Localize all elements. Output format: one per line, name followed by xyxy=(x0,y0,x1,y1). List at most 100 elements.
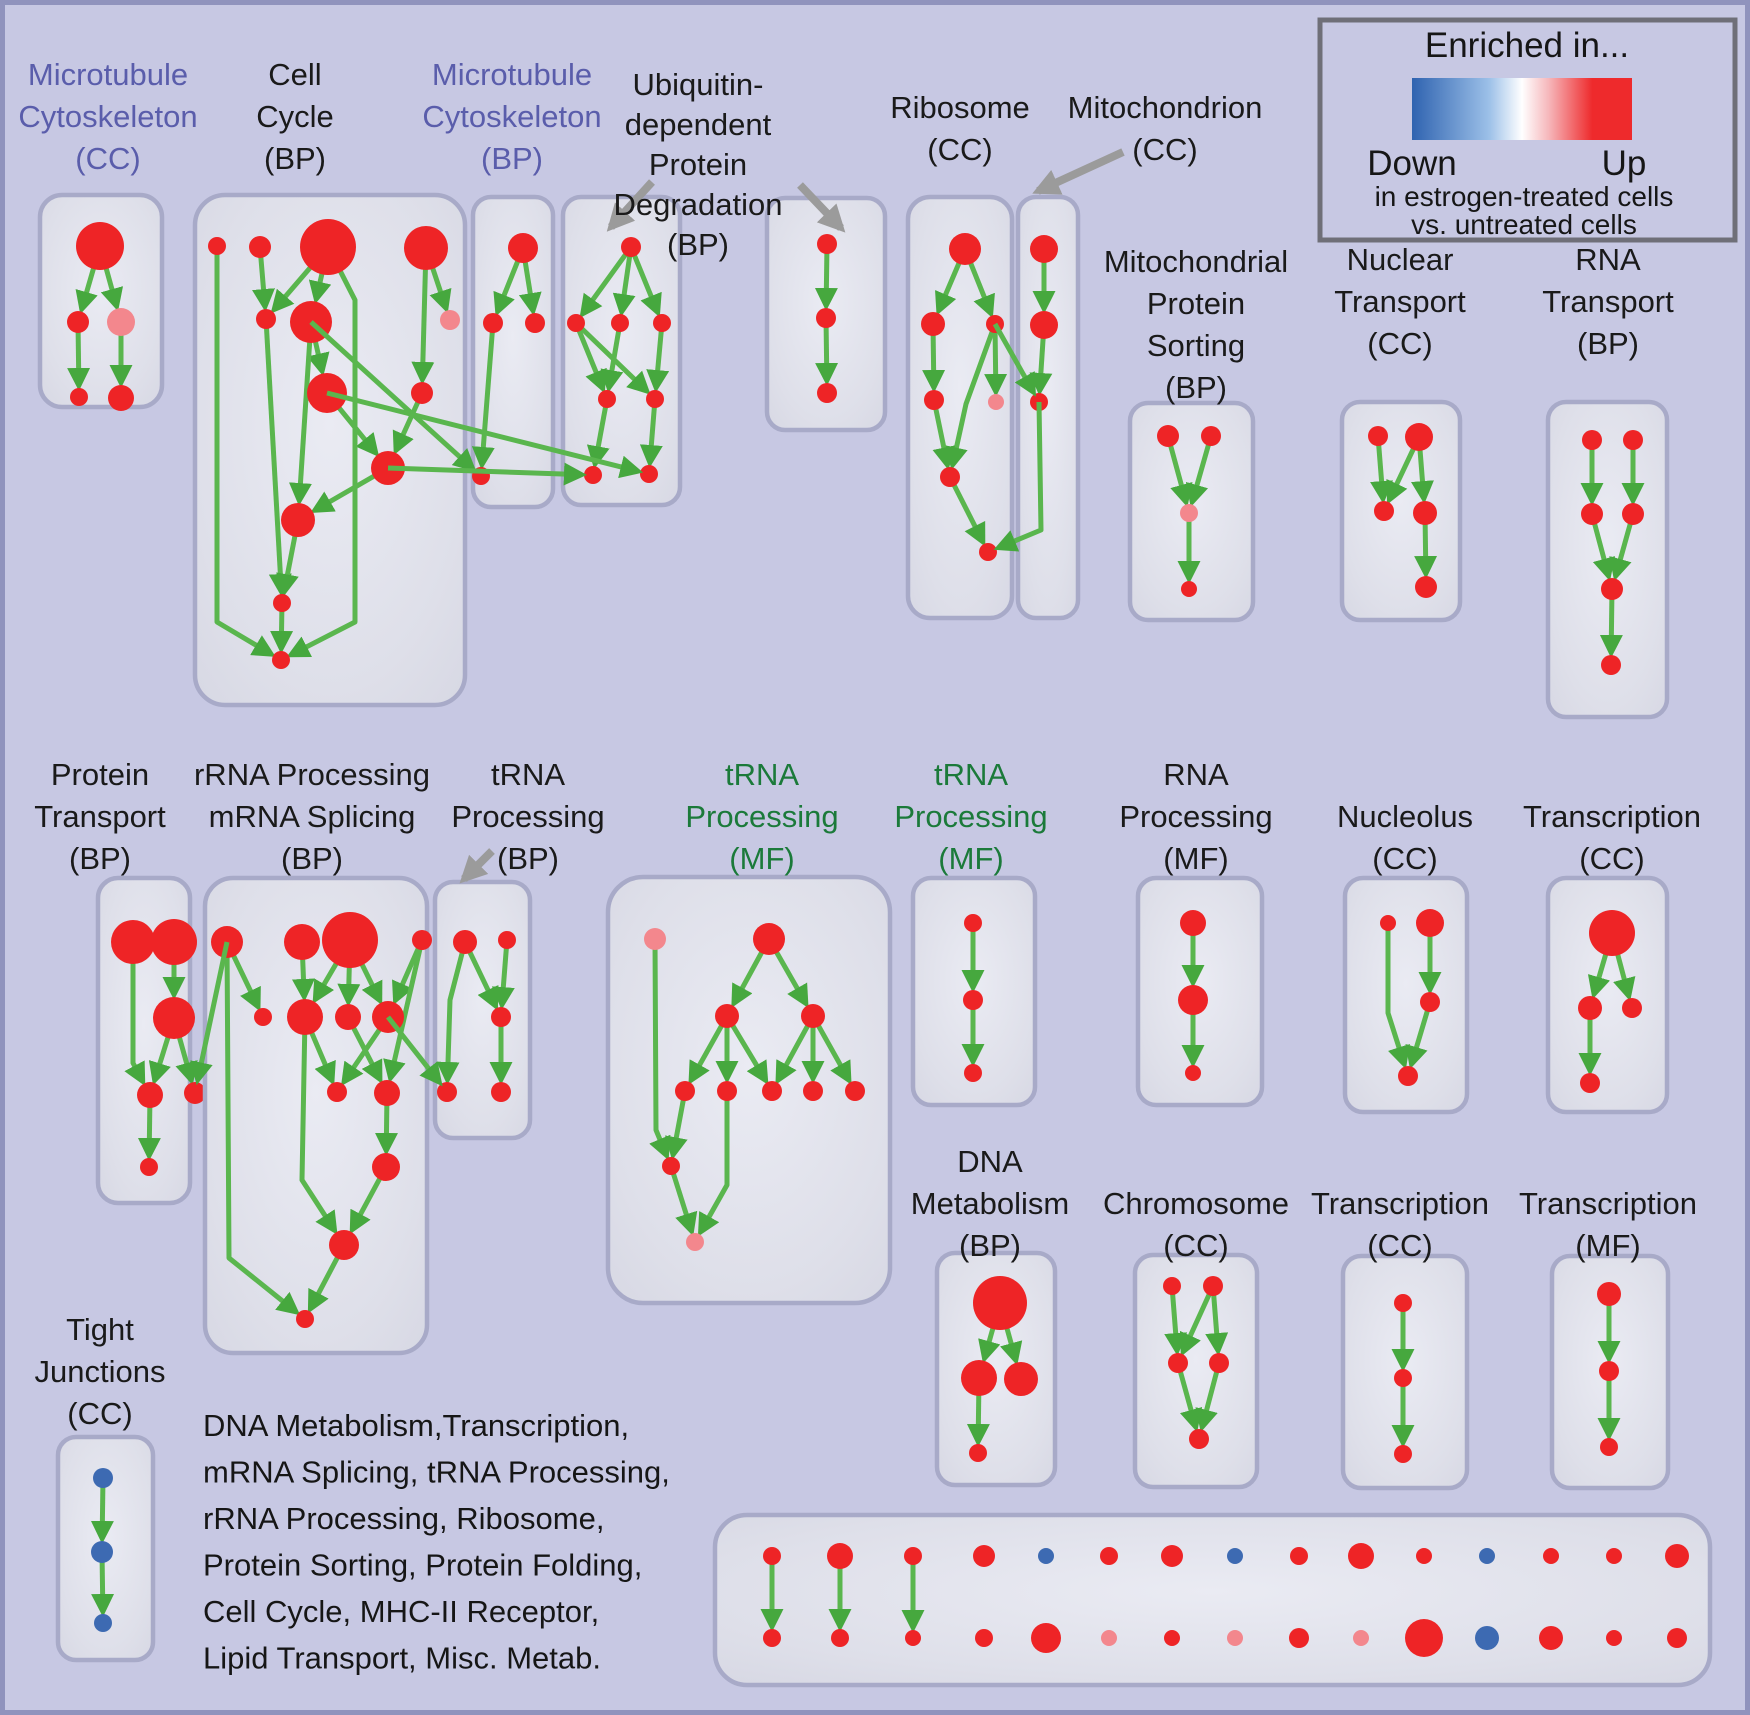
cluster-label-trna-bp-line1: Processing xyxy=(451,799,604,834)
cluster-ribosome xyxy=(905,194,1015,621)
cluster-microtubule-cc xyxy=(37,192,165,411)
cluster-transcription-cc-1 xyxy=(1545,875,1670,1115)
edge-chromosome-1-3 xyxy=(1205,1285,1229,1357)
edge-chromosome-1-2 xyxy=(1179,1284,1216,1357)
cluster-label-mito-protein-sorting-line0: Mitochondrial xyxy=(1104,244,1288,279)
cluster-label-microtubule-cc-line2: (CC) xyxy=(75,141,140,176)
go-term-node-nucleolus-0 xyxy=(1380,915,1396,931)
edge-ubiquitin-deg-4-6 xyxy=(586,398,610,470)
go-term-node-misc-strip-26 xyxy=(1475,1626,1499,1650)
go-term-node-ubiquitin-deg-2-1 xyxy=(816,308,836,328)
go-term-node-ribosome-4 xyxy=(988,394,1004,410)
go-term-node-chromosome-3 xyxy=(1209,1353,1229,1373)
go-term-node-rna-processing-mf-0 xyxy=(1180,910,1206,936)
go-term-node-misc-strip-5 xyxy=(1100,1547,1118,1565)
go-term-node-transcription-cc-1-1 xyxy=(1578,996,1602,1020)
cluster-label-ubiquitin-deg-line0: Ubiquitin- xyxy=(633,67,764,102)
go-term-node-misc-strip-8 xyxy=(1290,1547,1308,1565)
go-term-node-misc-strip-4 xyxy=(1038,1548,1054,1564)
go-term-node-misc-strip-0 xyxy=(763,1547,781,1565)
cluster-tight-junctions xyxy=(55,1434,156,1663)
go-term-node-misc-strip-17 xyxy=(905,1630,921,1646)
go-term-node-ribosome-5 xyxy=(940,467,960,487)
edge-rrna-mrna-3-9 xyxy=(383,939,425,1084)
go-term-node-ribosome-1 xyxy=(921,312,945,336)
cluster-label-ubiquitin-deg-line1: dependent xyxy=(625,107,772,142)
cluster-label-transcription-cc-1-line1: (CC) xyxy=(1579,841,1644,876)
go-term-node-trna-mf-2-1 xyxy=(963,990,983,1010)
cluster-label-rna-transport-line0: RNA xyxy=(1575,242,1641,277)
go-term-node-cell-cycle-11 xyxy=(273,594,291,612)
cluster-rrna-mrna xyxy=(202,875,432,1356)
edge-ubiquitin-deg-1-4 xyxy=(573,322,607,394)
go-term-node-ubiquitin-deg-7 xyxy=(640,465,658,483)
legend-subtitle-line2: vs. untreated cells xyxy=(1411,209,1637,240)
cluster-label-cell-cycle-line2: (BP) xyxy=(264,141,326,176)
cluster-label-cell-cycle-line1: Cycle xyxy=(256,99,334,134)
go-term-node-trna-mf-1-4 xyxy=(675,1081,695,1101)
cluster-label-mito-protein-sorting-line2: Sorting xyxy=(1147,328,1245,363)
go-term-node-trna-mf-2-0 xyxy=(964,914,982,932)
go-term-node-rna-transport-4 xyxy=(1601,578,1623,600)
cluster-label-trna-bp-line2: (BP) xyxy=(497,841,559,876)
go-term-node-trna-bp-4 xyxy=(491,1082,511,1102)
go-term-node-rrna-mrna-4 xyxy=(254,1008,272,1026)
misc-categories-annotation-line4: Cell Cycle, MHC-II Receptor, xyxy=(203,1594,599,1629)
go-term-node-protein-transport-4 xyxy=(184,1082,206,1104)
cluster-label-protein-transport-line0: Protein xyxy=(51,757,149,792)
cluster-mito-protein-sorting xyxy=(1127,400,1256,623)
cluster-trna-bp xyxy=(432,879,533,1141)
edge-cell-cycle-5-10 xyxy=(288,321,314,507)
cluster-label-protein-transport-line1: Transport xyxy=(34,799,166,834)
go-term-node-misc-strip-18 xyxy=(975,1629,993,1647)
go-term-node-misc-strip-1 xyxy=(827,1543,853,1569)
edge-trna-mf-1-9-10 xyxy=(668,1165,698,1237)
cluster-label-ribosome-line0: Ribosome xyxy=(890,90,1030,125)
go-term-node-microtubule-cc-2 xyxy=(107,308,135,336)
edge-microtubule-bp-1-3 xyxy=(471,322,496,470)
cross-edge-cell-cycle-to-ubiquitin-deg xyxy=(387,462,587,486)
go-term-node-trna-mf-1-2 xyxy=(715,1004,739,1028)
go-term-node-misc-strip-27 xyxy=(1539,1626,1563,1650)
cluster-label-trna-mf-2-line0: tRNA xyxy=(934,757,1008,792)
go-term-node-nuclear-transport-1 xyxy=(1405,423,1433,451)
cluster-label-ubiquitin-deg-line2: Protein xyxy=(649,147,747,182)
cluster-label-rna-processing-mf-line1: Processing xyxy=(1119,799,1272,834)
go-term-node-dna-metabolism-1 xyxy=(961,1360,997,1396)
cluster-label-mito-protein-sorting-line3: (BP) xyxy=(1165,370,1227,405)
go-term-node-microtubule-bp-1 xyxy=(483,313,503,333)
cluster-ubiquitin-deg-2 xyxy=(764,195,888,433)
go-term-node-dna-metabolism-3 xyxy=(969,1444,987,1462)
go-term-node-nuclear-transport-2 xyxy=(1374,501,1394,521)
cluster-label-trna-mf-1-line2: (MF) xyxy=(729,841,794,876)
cluster-label-mito-protein-sorting-line1: Protein xyxy=(1147,286,1245,321)
go-term-node-microtubule-cc-4 xyxy=(108,385,134,411)
cluster-cell-cycle xyxy=(192,192,468,708)
go-term-node-transcription-cc-1-3 xyxy=(1580,1073,1600,1093)
cluster-label-microtubule-bp-line1: Cytoskeleton xyxy=(422,99,601,134)
edge-trna-mf-1-5-10 xyxy=(697,1091,730,1237)
go-term-node-cell-cycle-10 xyxy=(281,503,315,537)
cluster-label-cell-cycle-line0: Cell xyxy=(268,57,321,92)
go-term-node-rrna-mrna-6 xyxy=(335,1004,361,1030)
go-term-node-ubiquitin-deg-2 xyxy=(611,314,629,332)
go-term-node-transcription-mf-2 xyxy=(1600,1438,1618,1456)
go-term-node-rrna-mrna-3 xyxy=(412,930,432,950)
go-term-node-ubiquitin-deg-2-2 xyxy=(817,383,837,403)
cluster-label-trna-mf-1-line0: tRNA xyxy=(725,757,799,792)
go-term-node-misc-strip-15 xyxy=(763,1629,781,1647)
go-term-node-rna-transport-0 xyxy=(1582,430,1602,450)
go-term-node-misc-strip-29 xyxy=(1667,1628,1687,1648)
go-term-node-trna-mf-1-5 xyxy=(717,1081,737,1101)
go-term-node-rrna-mrna-9 xyxy=(374,1080,400,1106)
cluster-label-transcription-cc-2-line0: Transcription xyxy=(1311,1186,1489,1221)
cluster-label-trna-mf-1-line1: Processing xyxy=(685,799,838,834)
edge-rrna-mrna-0-12 xyxy=(224,941,301,1316)
go-term-node-misc-strip-14 xyxy=(1665,1544,1689,1568)
edge-nucleolus-2-3 xyxy=(1405,1001,1433,1070)
misc-categories-annotation-line5: Lipid Transport, Misc. Metab. xyxy=(203,1641,601,1676)
cluster-label-ubiquitin-deg-line4: (BP) xyxy=(667,227,729,262)
go-term-node-misc-strip-12 xyxy=(1543,1548,1559,1564)
go-term-node-misc-strip-16 xyxy=(831,1629,849,1647)
